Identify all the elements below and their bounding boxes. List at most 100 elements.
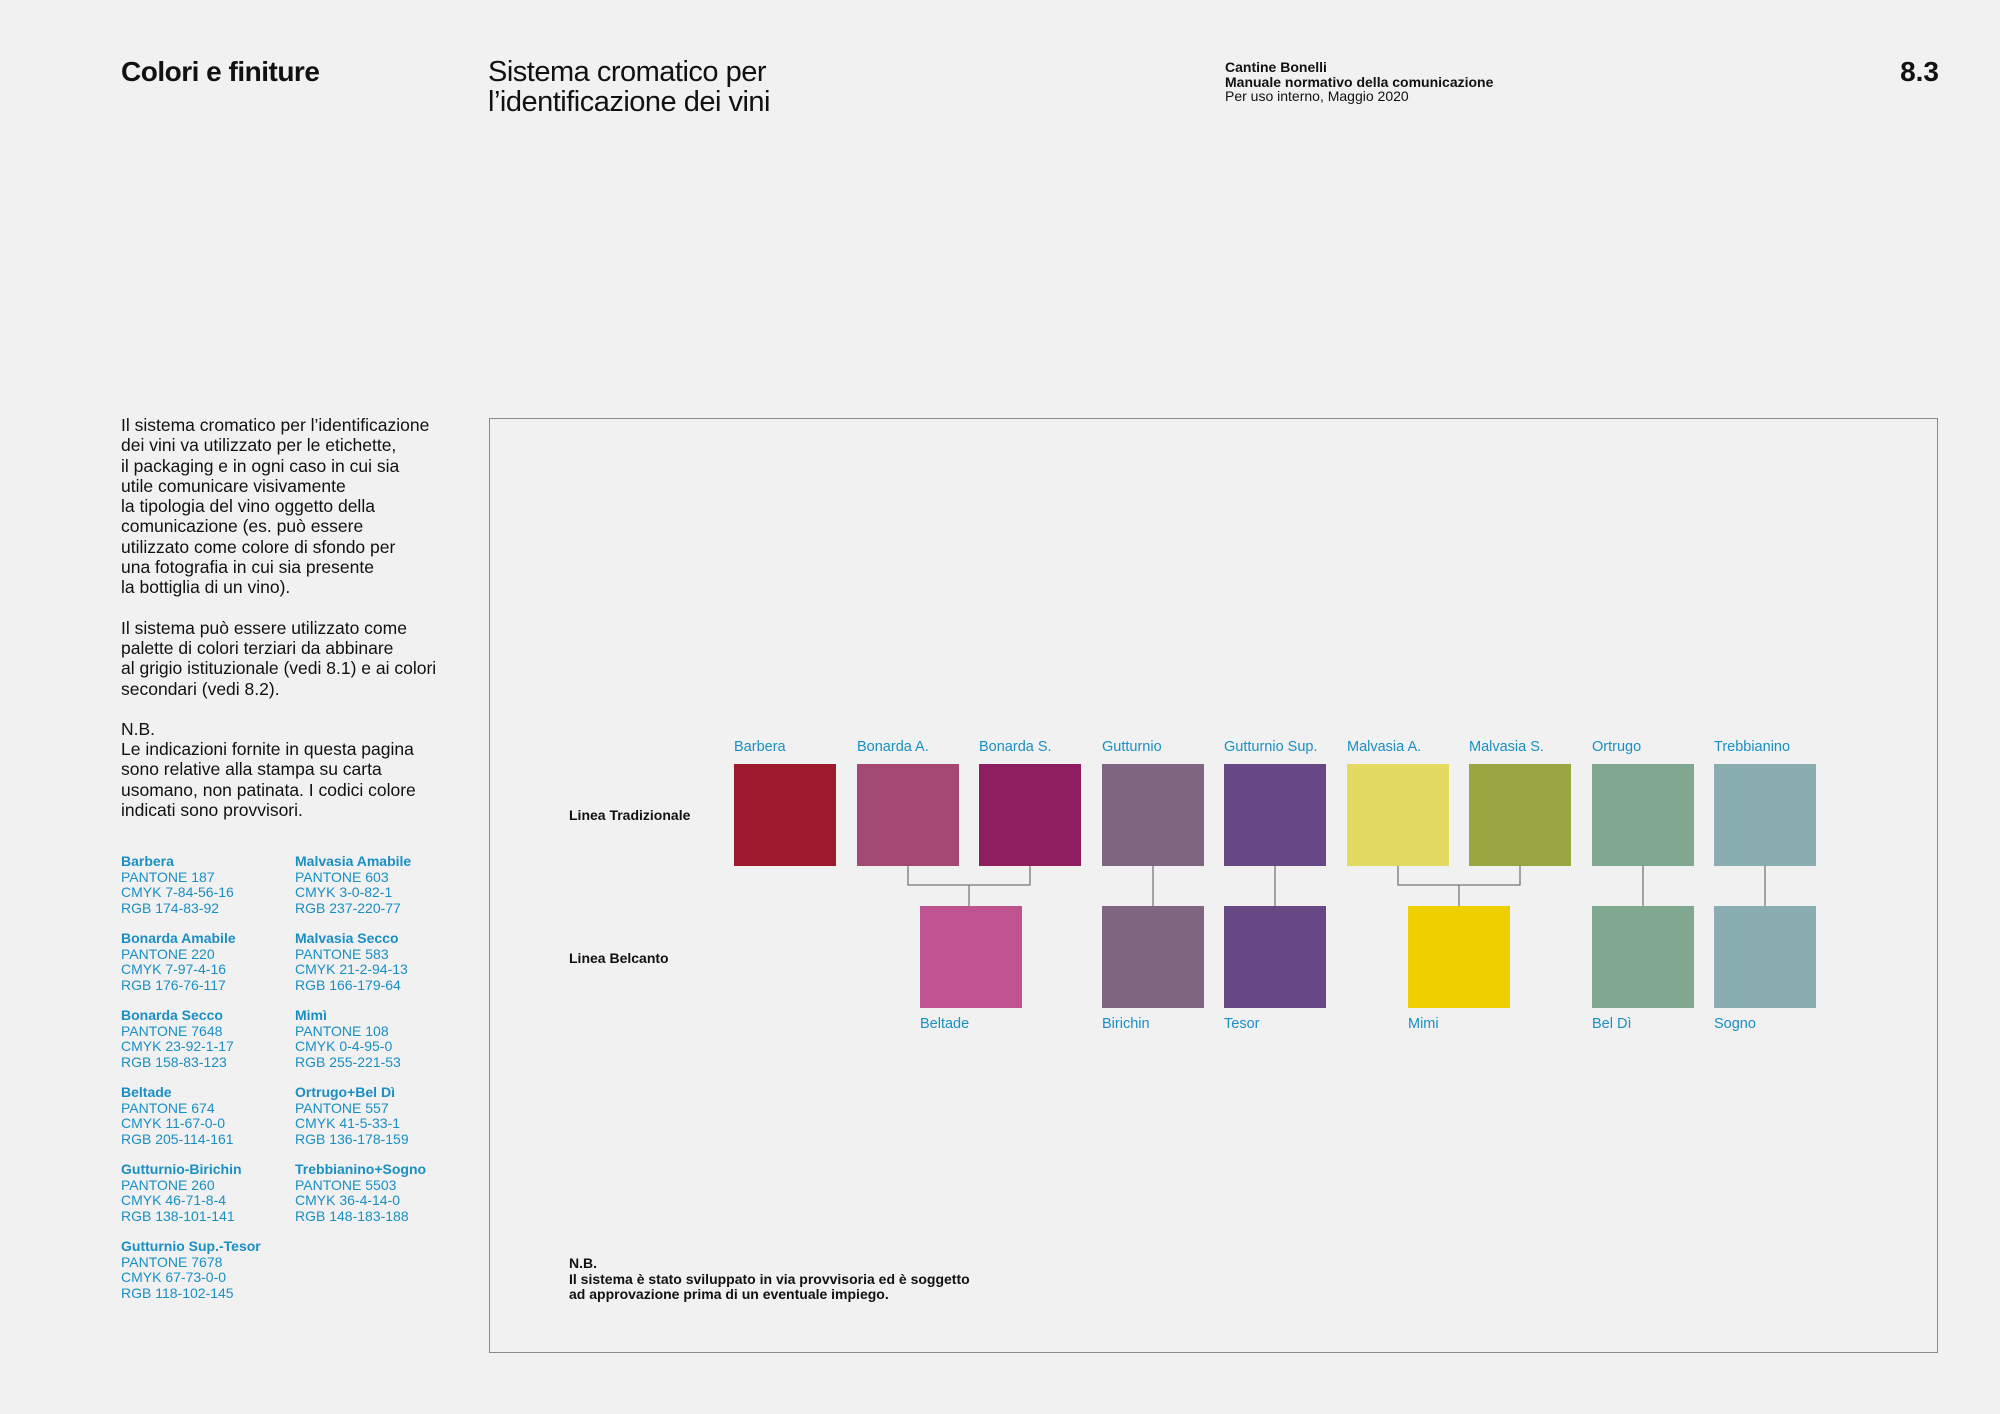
swatch-gutturnio-sup	[1224, 764, 1326, 866]
intro-text: Il sistema cromatico per l’identificazio…	[121, 415, 466, 840]
color-spec-rgb: RGB 174-83-92	[121, 899, 220, 916]
wine-label: Mimi	[1408, 1016, 1439, 1032]
connector-bonarda	[907, 866, 1031, 886]
color-spec-name: Bonarda Secco	[121, 1007, 223, 1023]
color-spec-pantone: PANTONE 187	[121, 868, 215, 885]
color-spec-entry: Malvasia Amabile PANTONE 603 CMYK 3-0-82…	[295, 853, 465, 916]
section-title: Colori e finiture	[121, 56, 320, 87]
color-spec-name: Gutturnio-Birichin	[121, 1161, 242, 1177]
color-spec-name: Barbera	[121, 853, 174, 869]
color-spec-name: Mimì	[295, 1007, 327, 1023]
color-spec-cmyk: CMYK 23-92-1-17	[121, 1038, 234, 1054]
color-spec-pantone: PANTONE 260	[121, 1176, 215, 1193]
wine-label: Bonarda S.	[979, 739, 1052, 755]
usage-note: Per uso interno, Maggio 2020	[1225, 88, 1409, 104]
swatch-malvasia-s	[1469, 764, 1571, 866]
swatch-beltade	[920, 906, 1022, 1008]
document-meta: Cantine Bonelli Manuale normativo della …	[1225, 60, 1493, 104]
swatch-trebbianino	[1714, 764, 1816, 866]
wine-label: Bel Dì	[1592, 1016, 1632, 1032]
color-spec-rgb: RGB 138-101-141	[121, 1207, 235, 1224]
swatch-gutturnio	[1102, 764, 1204, 866]
wine-label: Beltade	[920, 1016, 970, 1032]
row-label-traditional: Linea Tradizionale	[569, 807, 691, 823]
company-name: Cantine Bonelli	[1225, 59, 1327, 75]
swatch-birichin	[1102, 906, 1204, 1008]
wine-label: Malvasia A.	[1347, 739, 1422, 755]
wine-label: Gutturnio Sup.	[1224, 739, 1318, 755]
color-spec-rgb: RGB 237-220-77	[295, 899, 401, 916]
color-spec-cmyk: CMYK 11-67-0-0	[121, 1115, 226, 1131]
wine-label: Barbera	[734, 739, 786, 755]
swatch-bonarda-s	[979, 764, 1081, 866]
color-spec-name: Malvasia Amabile	[295, 853, 412, 869]
wine-label: Bonarda A.	[857, 739, 929, 755]
color-spec-pantone: PANTONE 603	[295, 868, 389, 885]
color-spec-entry: Trebbianino+Sogno PANTONE 5503 CMYK 36-4…	[295, 1161, 465, 1224]
color-spec-rgb: RGB 158-83-123	[121, 1053, 227, 1070]
color-spec-entry: Ortrugo+Bel Dì PANTONE 557 CMYK 41-5-33-…	[295, 1084, 465, 1147]
color-spec-pantone: PANTONE 220	[121, 945, 215, 962]
footnote-title: N.B.	[569, 1255, 597, 1271]
color-spec-cmyk: CMYK 0-4-95-0	[295, 1038, 393, 1054]
intro-paragraph-1: Il sistema cromatico per l’identificazio…	[121, 415, 430, 598]
color-spec-cmyk: CMYK 7-97-4-16	[121, 961, 227, 977]
color-spec-entry: Mimì PANTONE 108 CMYK 0-4-95-0 RGB 255-2…	[295, 1007, 465, 1070]
wine-label: Tesor	[1224, 1016, 1260, 1032]
color-spec-name: Trebbianino+Sogno	[295, 1161, 427, 1177]
color-spec-pantone: PANTONE 583	[295, 945, 389, 962]
color-spec-rgb: RGB 118-102-145	[121, 1284, 234, 1301]
color-spec-cmyk: CMYK 3-0-82-1	[295, 884, 393, 900]
footnote-line-1: Il sistema è stato sviluppato in via pro…	[569, 1270, 970, 1287]
row-label-belcanto: Linea Belcanto	[569, 950, 669, 966]
color-spec-entry: Malvasia Secco PANTONE 583 CMYK 21-2-94-…	[295, 930, 465, 993]
color-spec-rgb: RGB 136-178-159	[295, 1130, 409, 1147]
color-spec-name: Beltade	[121, 1084, 172, 1100]
footnote-line-2: ad approvazione prima di un eventuale im…	[569, 1286, 889, 1302]
color-system-panel	[489, 418, 1938, 1353]
page-subtitle: Sistema cromatico per l’identificazione …	[488, 56, 771, 118]
color-spec-rgb: RGB 255-221-53	[295, 1053, 401, 1070]
color-spec-pantone: PANTONE 674	[121, 1099, 215, 1116]
color-spec-pantone: PANTONE 557	[295, 1099, 389, 1116]
color-spec-pantone: PANTONE 7648	[121, 1022, 223, 1039]
color-spec-rgb: RGB 148-183-188	[295, 1207, 409, 1224]
intro-nb-label: N.B.	[121, 718, 156, 739]
color-spec-entry: Beltade PANTONE 674 CMYK 11-67-0-0 RGB 2…	[121, 1084, 291, 1147]
swatch-tesor	[1224, 906, 1326, 1008]
color-spec-entry: Barbera PANTONE 187 CMYK 7-84-56-16 RGB …	[121, 853, 291, 916]
color-spec-rgb: RGB 176-76-117	[121, 976, 226, 993]
swatch-barbera	[734, 764, 836, 866]
color-spec-pantone: PANTONE 5503	[295, 1176, 397, 1193]
wine-label: Trebbianino	[1714, 739, 1791, 755]
wine-label: Malvasia S.	[1469, 739, 1544, 755]
color-spec-name: Bonarda Amabile	[121, 930, 236, 946]
color-spec-entry: Bonarda Secco PANTONE 7648 CMYK 23-92-1-…	[121, 1007, 291, 1070]
swatch-mimi	[1408, 906, 1510, 1008]
color-spec-pantone: PANTONE 7678	[121, 1253, 223, 1270]
page-number: 8.3	[1900, 56, 1939, 87]
swatch-bel-di	[1592, 906, 1694, 1008]
wine-label: Birichin	[1102, 1016, 1150, 1032]
intro-paragraph-3: Le indicazioni fornite in questa pagina …	[121, 739, 416, 821]
swatch-ortrugo	[1592, 764, 1694, 866]
color-spec-cmyk: CMYK 67-73-0-0	[121, 1269, 227, 1285]
swatch-bonarda-a	[857, 764, 959, 866]
color-spec-rgb: RGB 205-114-161	[121, 1130, 234, 1147]
color-spec-pantone: PANTONE 108	[295, 1022, 389, 1039]
panel-footnote: N.B. Il sistema è stato sviluppato in vi…	[569, 1255, 970, 1303]
swatch-sogno	[1714, 906, 1816, 1008]
swatch-malvasia-a	[1347, 764, 1449, 866]
color-spec-cmyk: CMYK 7-84-56-16	[121, 884, 234, 900]
wine-label: Gutturnio	[1102, 739, 1162, 755]
color-spec-name: Ortrugo+Bel Dì	[295, 1084, 395, 1100]
intro-paragraph-2: Il sistema può essere utilizzato come pa…	[121, 617, 437, 699]
manual-title: Manuale normativo della comunicazione	[1225, 73, 1494, 90]
connector-malvasia	[1397, 866, 1521, 886]
color-spec-entry: Gutturnio-Birichin PANTONE 260 CMYK 46-7…	[121, 1161, 291, 1224]
color-spec-cmyk: CMYK 41-5-33-1	[295, 1115, 401, 1131]
color-spec-name: Malvasia Secco	[295, 930, 399, 946]
color-spec-cmyk: CMYK 36-4-14-0	[295, 1192, 401, 1208]
color-spec-cmyk: CMYK 46-71-8-4	[121, 1192, 227, 1208]
